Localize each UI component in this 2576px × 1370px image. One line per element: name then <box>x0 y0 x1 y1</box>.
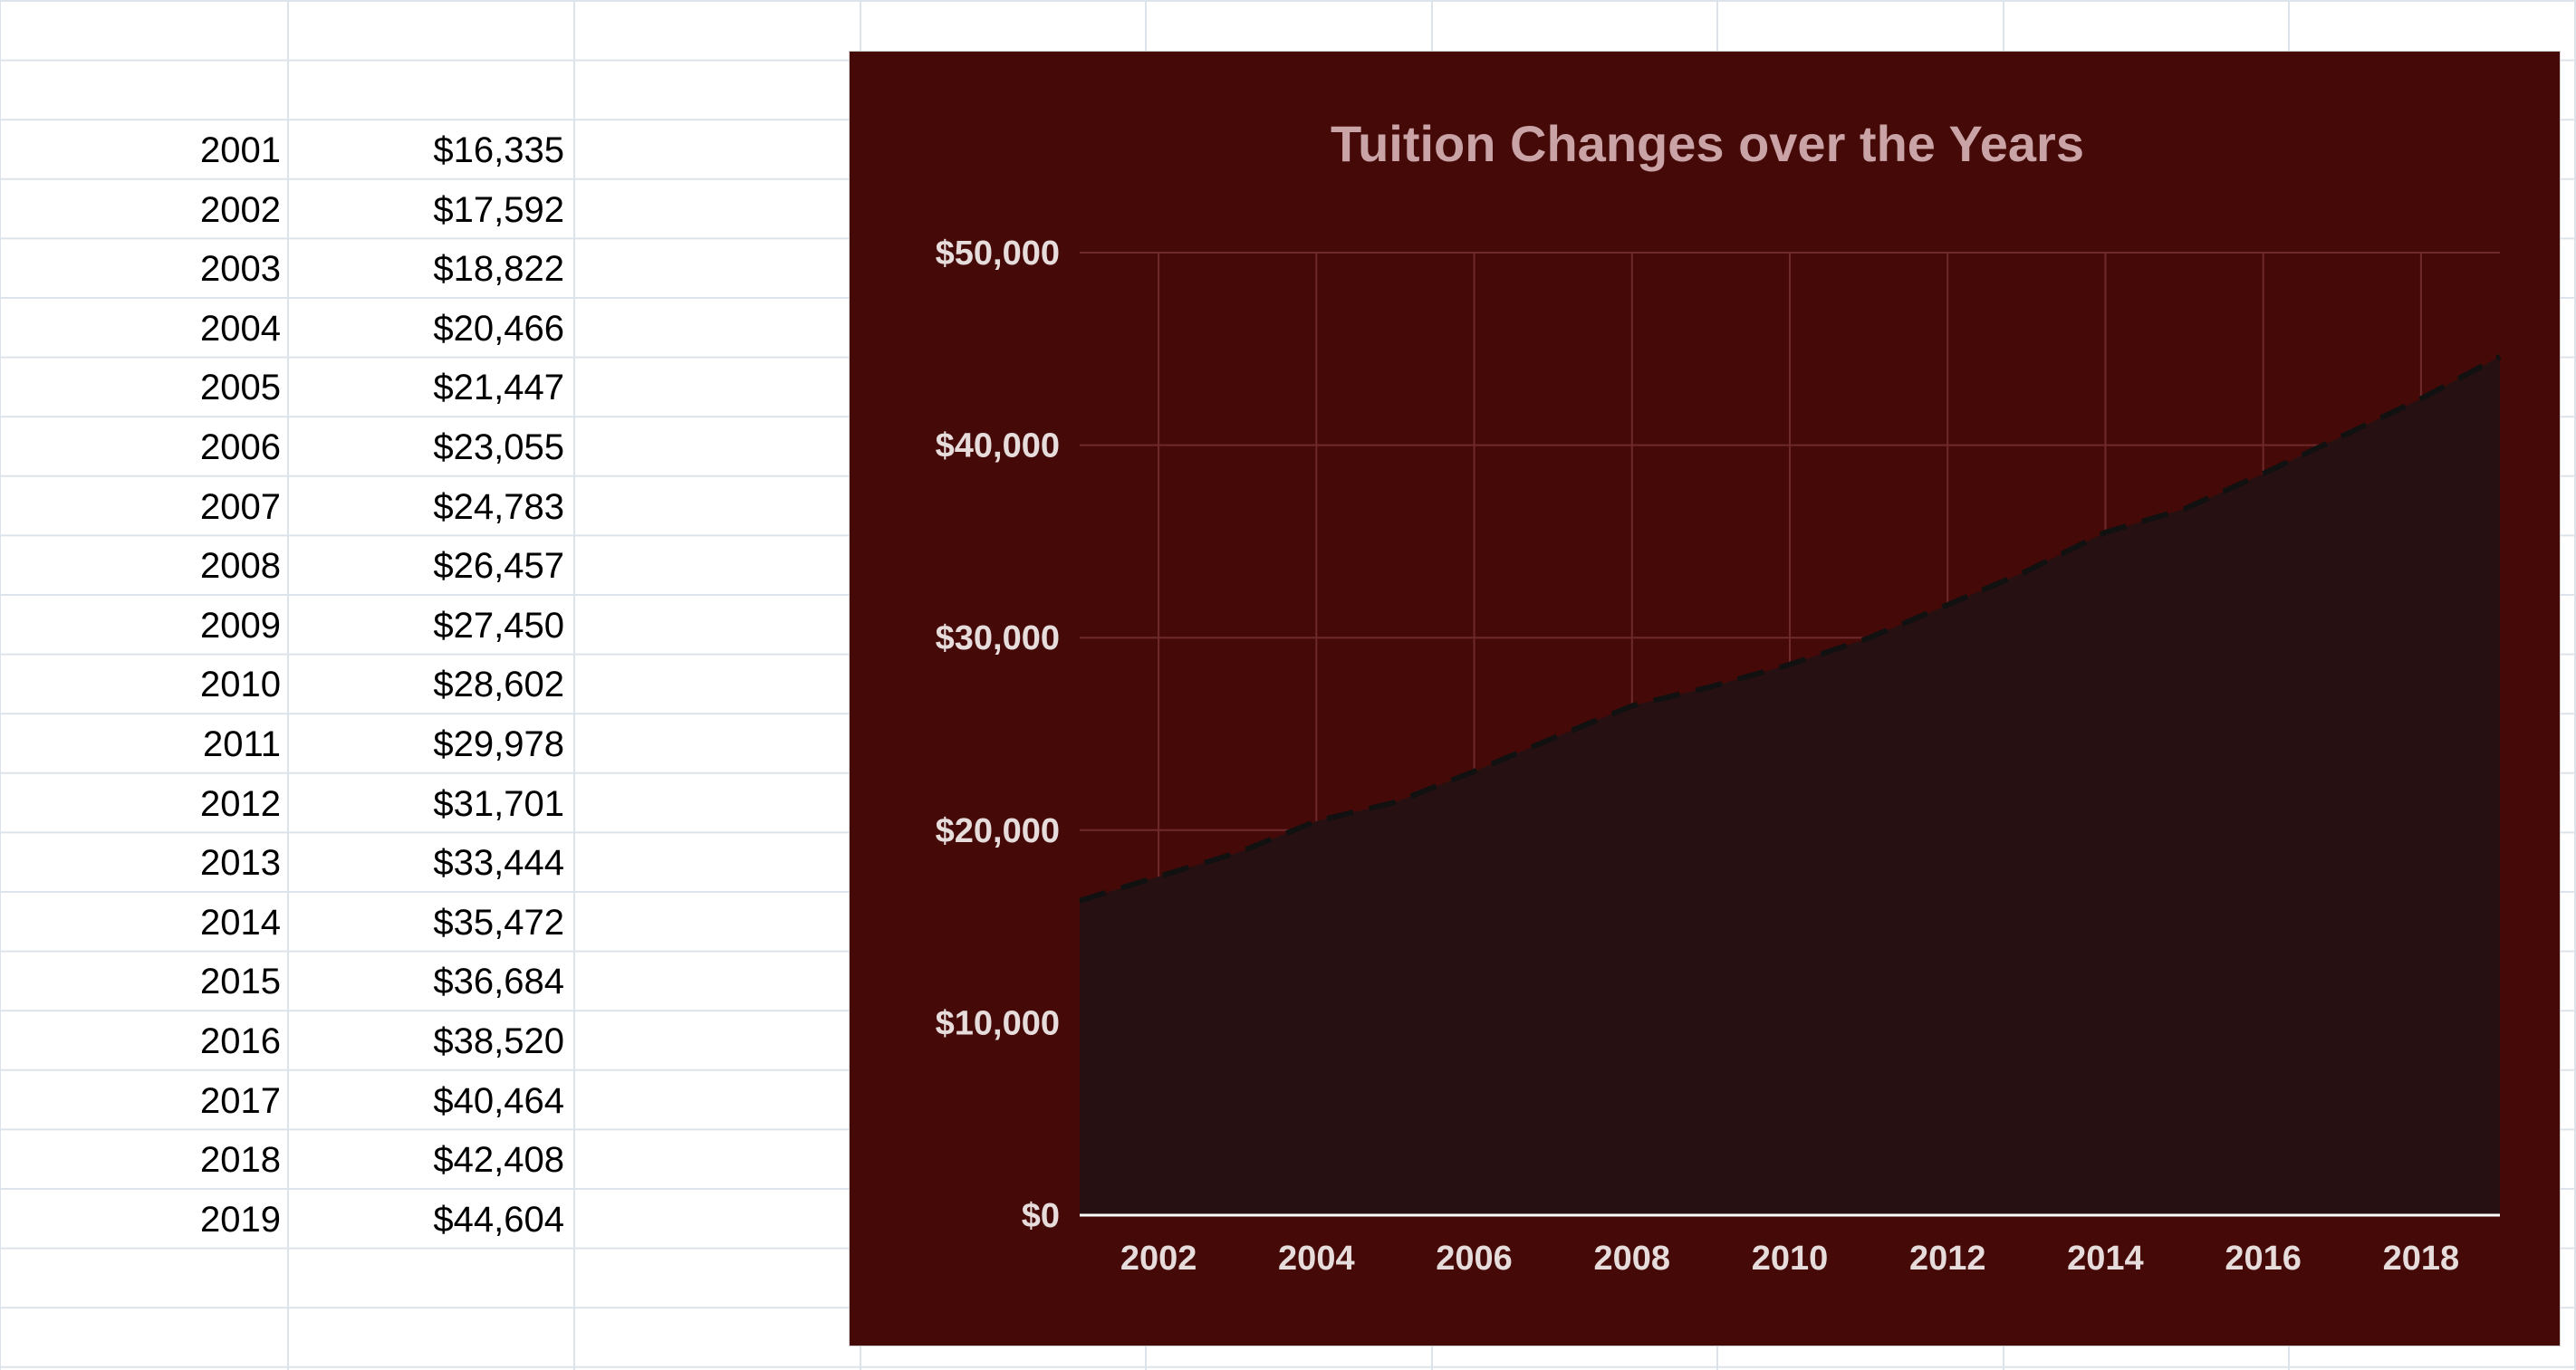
cell-year[interactable]: 2014 <box>200 902 281 943</box>
data-point-2019[interactable] <box>2496 353 2504 360</box>
x-tick-label: 2012 <box>1909 1240 1986 1278</box>
cell-amount[interactable]: $36,684 <box>433 962 564 1002</box>
data-point-2017[interactable] <box>2339 433 2346 440</box>
x-tick-label: 2006 <box>1436 1240 1513 1278</box>
area-chart: Tuition Changes over the Years $0 $10,000… <box>936 115 2504 1278</box>
cell-amount[interactable]: $27,450 <box>433 605 564 646</box>
cell-year[interactable]: 2003 <box>200 249 281 290</box>
cell-year[interactable]: 2002 <box>200 189 281 230</box>
y-tick-label: $10,000 <box>936 1004 1060 1042</box>
cell-year[interactable]: 2017 <box>200 1080 281 1121</box>
data-point-2013[interactable] <box>2023 568 2030 575</box>
x-tick-label: 2010 <box>1752 1240 1829 1278</box>
cell-year[interactable]: 2009 <box>200 605 281 646</box>
cell-year[interactable]: 2008 <box>200 546 281 587</box>
cell-year[interactable]: 2011 <box>202 724 281 764</box>
data-point-2007[interactable] <box>1550 734 1557 742</box>
cell-amount[interactable]: $16,335 <box>433 130 564 170</box>
cell-amount[interactable]: $20,466 <box>433 308 564 349</box>
cell-amount[interactable]: $35,472 <box>433 902 564 943</box>
data-point-2008[interactable] <box>1629 703 1636 710</box>
chart-card[interactable]: Tuition Changes over the Years $0 $10,000… <box>850 52 2560 1346</box>
cell-amount[interactable]: $29,978 <box>433 724 564 764</box>
data-point-2002[interactable] <box>1155 873 1162 880</box>
area-fill <box>1080 356 2500 1215</box>
cell-amount[interactable]: $33,444 <box>433 843 564 884</box>
data-point-2016[interactable] <box>2260 470 2267 477</box>
data-point-2018[interactable] <box>2417 395 2425 402</box>
cell-amount[interactable]: $17,592 <box>433 189 564 230</box>
data-point-2010[interactable] <box>1786 661 1793 668</box>
cell-amount[interactable]: $21,447 <box>433 368 564 408</box>
cell-amount[interactable]: $38,520 <box>433 1021 564 1061</box>
data-point-2001[interactable] <box>1076 897 1083 905</box>
data-point-2012[interactable] <box>1944 601 1951 608</box>
cell-year[interactable]: 2015 <box>200 962 281 1002</box>
x-tick-label: 2002 <box>1120 1240 1197 1278</box>
data-point-2003[interactable] <box>1234 849 1241 857</box>
cell-amount[interactable]: $44,604 <box>433 1199 564 1240</box>
data-point-2004[interactable] <box>1312 818 1320 825</box>
cell-year[interactable]: 2013 <box>200 843 281 884</box>
data-point-2006[interactable] <box>1471 768 1478 775</box>
cell-year[interactable]: 2001 <box>200 130 281 170</box>
cell-year[interactable]: 2019 <box>200 1199 281 1240</box>
data-point-2014[interactable] <box>2101 529 2109 536</box>
y-tick-label: $40,000 <box>936 427 1060 465</box>
chart-title: Tuition Changes over the Years <box>1331 115 2084 172</box>
y-tick-label: $50,000 <box>936 235 1060 273</box>
cell-year[interactable]: 2012 <box>200 783 281 824</box>
cell-amount[interactable]: $26,457 <box>433 546 564 587</box>
series-line <box>1079 354 2502 904</box>
cell-year[interactable]: 2018 <box>200 1140 281 1181</box>
y-tick-label: $30,000 <box>936 619 1060 657</box>
y-tick-label: $0 <box>1022 1197 1060 1235</box>
x-tick-label: 2004 <box>1278 1240 1355 1278</box>
cell-year[interactable]: 2016 <box>200 1021 281 1061</box>
cell-amount[interactable]: $24,783 <box>433 486 564 527</box>
x-tick-label: 2014 <box>2067 1240 2144 1278</box>
x-tick-label: 2018 <box>2383 1240 2460 1278</box>
y-tick-label: $20,000 <box>936 812 1060 850</box>
data-point-2005[interactable] <box>1391 799 1399 806</box>
data-point-2009[interactable] <box>1707 683 1715 690</box>
cell-amount[interactable]: $18,822 <box>433 249 564 290</box>
cell-amount[interactable]: $42,408 <box>433 1140 564 1181</box>
cell-amount[interactable]: $31,701 <box>433 783 564 824</box>
cell-year[interactable]: 2007 <box>200 486 281 527</box>
x-tick-label: 2016 <box>2225 1240 2302 1278</box>
cell-year[interactable]: 2005 <box>200 368 281 408</box>
cell-year[interactable]: 2010 <box>200 665 281 705</box>
cell-year[interactable]: 2004 <box>200 308 281 349</box>
cell-year[interactable]: 2006 <box>200 427 281 467</box>
cell-amount[interactable]: $40,464 <box>433 1080 564 1121</box>
cell-amount[interactable]: $23,055 <box>433 427 564 467</box>
data-point-2011[interactable] <box>1865 635 1872 642</box>
x-tick-label: 2008 <box>1594 1240 1671 1278</box>
data-point-2015[interactable] <box>2181 505 2188 513</box>
cell-amount[interactable]: $28,602 <box>433 665 564 705</box>
